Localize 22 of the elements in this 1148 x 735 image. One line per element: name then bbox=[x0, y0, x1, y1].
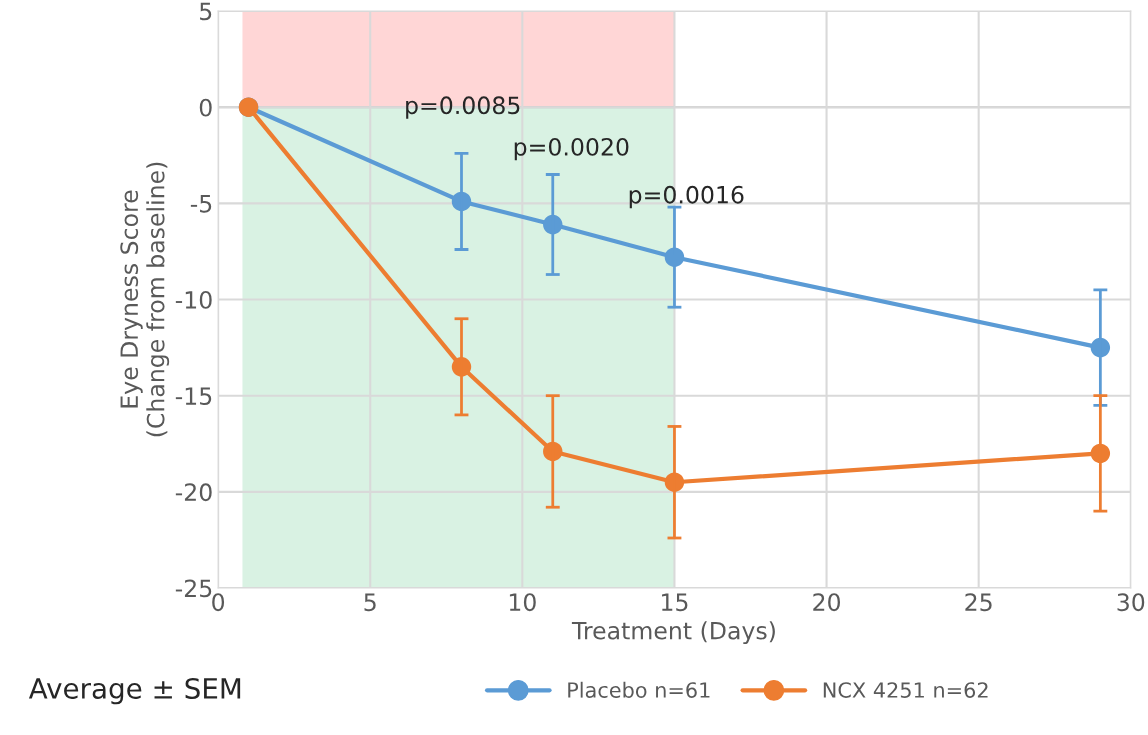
legend-label: Placebo n=61 bbox=[568, 681, 710, 698]
x-tick-label: 15 bbox=[662, 593, 688, 612]
y-tick-label: -15 bbox=[175, 387, 212, 405]
y-tick-label: -20 bbox=[175, 483, 212, 502]
x-tick-label: 5 bbox=[364, 593, 376, 612]
annotation: p=0.0085 bbox=[406, 96, 520, 119]
x-tick-label: 25 bbox=[965, 593, 992, 612]
x-tick-label: 30 bbox=[1117, 593, 1145, 612]
y-tick-label: -10 bbox=[175, 290, 212, 309]
y-tick-label: 0 bbox=[199, 98, 212, 117]
text: Average ± SEM bbox=[28, 677, 241, 705]
y-tick-label: -5 bbox=[190, 195, 212, 213]
annotation: p=0.0016 bbox=[629, 185, 744, 209]
y-tick-label: -25 bbox=[175, 579, 212, 598]
y-axis-title: Eye Dryness Score (Change from baseline) bbox=[120, 162, 170, 437]
annotation: p=0.0020 bbox=[514, 137, 629, 161]
x-tick-label: 10 bbox=[509, 593, 536, 612]
y-tick-label: 5 bbox=[200, 2, 212, 21]
x-axis-title: Treatment (Days) bbox=[571, 621, 775, 645]
x-tick-label: 20 bbox=[813, 593, 841, 612]
legend-label: NCX 4251 n=62 bbox=[823, 682, 988, 698]
x-tick-label: 0 bbox=[212, 593, 225, 612]
